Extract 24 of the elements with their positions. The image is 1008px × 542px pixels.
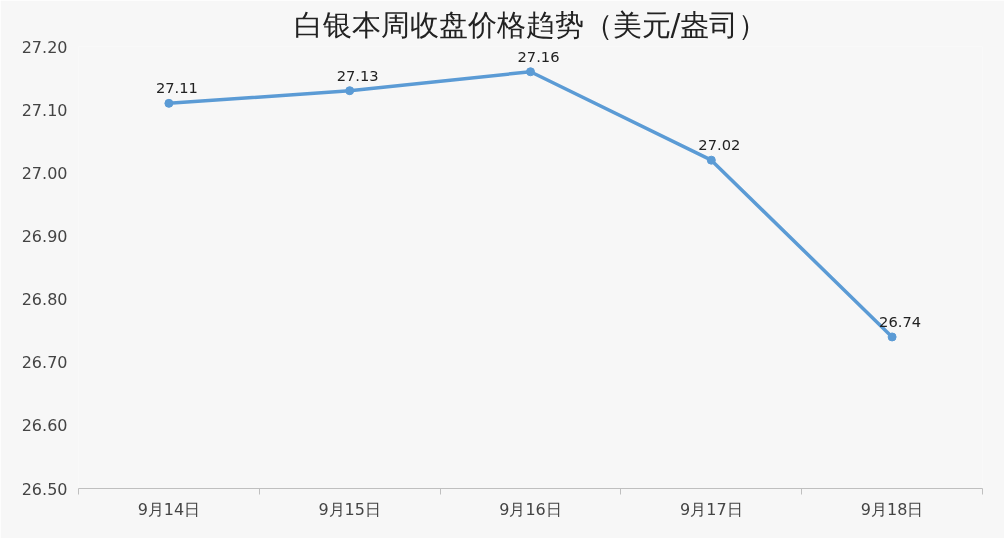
data-label: 27.11 xyxy=(155,79,198,97)
y-tick-label: 27.20 xyxy=(21,37,68,57)
point xyxy=(706,155,716,165)
y-tick-label: 26.60 xyxy=(21,416,68,436)
point xyxy=(345,86,355,96)
point xyxy=(164,98,174,108)
y-tick-label: 26.50 xyxy=(21,479,68,499)
x-tick-label: 9月14日 xyxy=(137,499,201,519)
x-tick-label: 9月18日 xyxy=(860,499,924,519)
chart-title: 白银本周收盘价格趋势（美元/盎司） xyxy=(293,7,768,42)
y-tick-label: 27.10 xyxy=(21,100,68,120)
y-tick-label: 26.70 xyxy=(21,353,68,373)
y-tick-label: 26.80 xyxy=(21,290,68,310)
y-tick-label: 27.00 xyxy=(21,163,68,183)
x-tick-label: 9月16日 xyxy=(499,499,562,519)
x-tick-label: 9月17日 xyxy=(680,499,743,519)
x-tick-label: 9月15日 xyxy=(318,499,381,519)
data-label: 27.02 xyxy=(698,136,741,154)
y-tick-label: 26.90 xyxy=(21,226,68,246)
data-label: 26.74 xyxy=(879,312,922,330)
data-label: 27.13 xyxy=(336,66,379,84)
point xyxy=(526,67,535,77)
data-label: 27.16 xyxy=(517,47,560,65)
point xyxy=(887,332,897,342)
